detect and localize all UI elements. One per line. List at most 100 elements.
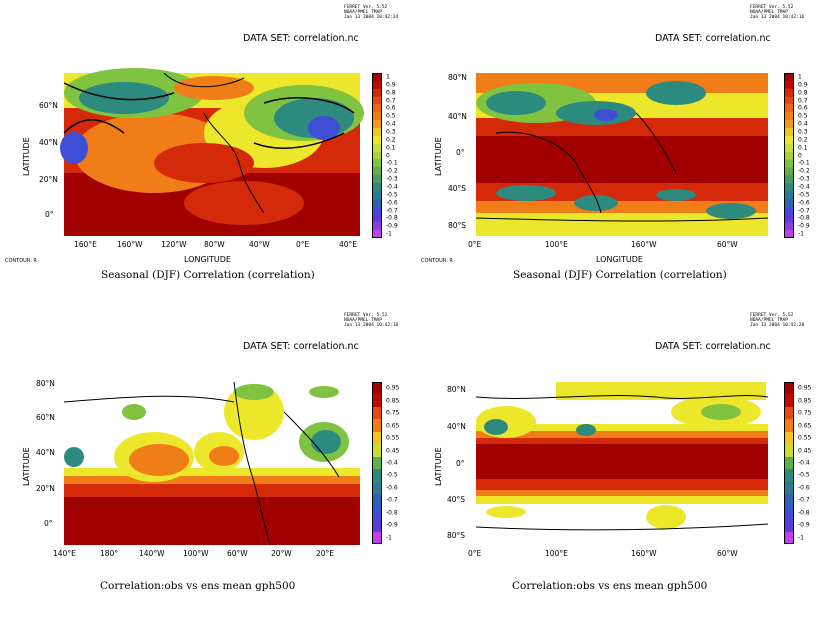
colorbar-label: 0.75	[798, 409, 812, 417]
colorbar-label: -0.1	[798, 159, 810, 167]
colorbar-label: 0.45	[386, 447, 400, 455]
colorbar-swatch	[784, 190, 794, 200]
dataset-label: DATA SET: correlation.nc	[655, 341, 771, 352]
x-tick-label: 0°E	[468, 549, 482, 558]
panel-bottom-left: FERRET Ver. 5.52 NOAA/PMEL TMAP Jan 13 200…	[0, 308, 412, 616]
colorbar-swatch	[784, 88, 794, 98]
colorbar-label: 0.95	[798, 384, 812, 392]
colorbar-swatch	[784, 80, 794, 90]
x-axis-label: LONGITUDE	[596, 255, 643, 264]
colorbar-label: 0.5	[386, 112, 396, 120]
colorbar-label: 0.7	[798, 97, 808, 104]
y-tick-label: 60°N	[36, 413, 55, 422]
colorbar-label: 1	[798, 73, 802, 81]
x-tick-label: 160°W	[631, 549, 657, 558]
dataset-label: DATA SET: correlation.nc	[655, 33, 771, 44]
colorbar-swatch	[784, 104, 794, 113]
y-tick-label: 40°N	[448, 112, 467, 121]
colorbar-swatch	[784, 183, 794, 192]
colorbar-label: 0.6	[386, 104, 396, 112]
colorbar: 1 0.9 0.8 0.7 0.6 0.5 0.4 0.3 0.2 0.1 0 -0.1 -0.2 -0.…	[372, 73, 412, 239]
colorbar-swatch	[372, 135, 382, 145]
colorbar-swatch	[784, 481, 794, 495]
colorbar-label: 0.1	[386, 144, 396, 152]
colorbar-swatch	[372, 222, 382, 231]
colorbar-label: -0.8	[798, 214, 810, 222]
colorbar-swatch	[784, 120, 794, 129]
colorbar-swatch	[372, 151, 382, 160]
colorbar-label: -0.6	[798, 199, 810, 207]
x-tick-label: 20°E	[316, 549, 335, 558]
colorbar-swatch	[372, 419, 382, 433]
colorbar-label: 0.9	[386, 81, 396, 89]
map-plot-3	[63, 381, 360, 545]
colorbar-swatch	[784, 96, 794, 105]
colorbar-label: 0.1	[798, 144, 808, 152]
colorbar-swatch	[784, 214, 794, 223]
colorbar-label: -0.9	[386, 222, 398, 230]
colorbar-swatch	[372, 230, 382, 239]
colorbar-label: -0.4	[798, 459, 810, 467]
y-tick-label: 60°N	[39, 101, 58, 110]
y-axis-label: LATITUDE	[22, 447, 31, 486]
colorbar-swatch	[784, 151, 794, 160]
colorbar-label: 0.6	[798, 104, 808, 112]
x-tick-label: 60°W	[717, 240, 738, 249]
colorbar-swatch	[372, 431, 382, 445]
x-tick-label: 20°W	[271, 549, 292, 558]
y-tick-label: 80°S	[448, 221, 467, 230]
colorbar-swatch	[784, 406, 794, 420]
colorbar-swatch	[784, 206, 794, 215]
y-tick-label: 80°S	[447, 531, 466, 540]
ferret-header: FERRET Ver. 5.52 NOAA/PMEL TMAP Jan 13 200…	[344, 5, 399, 20]
colorbar-label: 1	[386, 73, 390, 81]
colorbar-label: 0.4	[386, 120, 396, 128]
colorbar-label: 0.55	[798, 434, 812, 442]
y-tick-label: 20°N	[39, 175, 58, 184]
colorbar-label: -1	[798, 230, 804, 238]
colorbar-label: -0.5	[386, 191, 398, 199]
colorbar-swatch	[784, 469, 794, 483]
colorbar-swatch	[372, 143, 382, 153]
colorbar-swatch	[784, 494, 794, 508]
colorbar-swatch	[372, 506, 382, 520]
panel-top-right: FERRET Ver. 5.52 NOAA/PMEL TMAP Jan 13 200…	[412, 0, 824, 308]
y-axis-label: LATITUDE	[22, 137, 31, 176]
colorbar-label: -0.3	[386, 175, 398, 183]
y-tick-label: 0°	[456, 148, 465, 157]
colorbar-label: 0.65	[386, 422, 400, 430]
colorbar-label: -0.7	[386, 207, 398, 214]
colorbar-swatch	[784, 506, 794, 520]
colorbar-label: -1	[798, 534, 804, 542]
colorbar-swatch	[784, 531, 794, 545]
colorbar-swatch	[784, 73, 794, 82]
colorbar-label: -0.5	[798, 471, 810, 479]
colorbar-swatch	[372, 190, 382, 200]
colorbar-swatch	[372, 88, 382, 98]
colorbar-label: -0.6	[798, 484, 810, 492]
y-tick-label: 0°	[44, 519, 53, 528]
colorbar-swatch	[372, 214, 382, 223]
colorbar-frame	[784, 73, 794, 238]
colorbar-swatch	[784, 394, 794, 408]
colorbar-label: -0.8	[798, 509, 810, 517]
colorbar-label: 0.4	[798, 120, 808, 128]
colorbar-swatch	[372, 206, 382, 215]
ferret-header: FERRET Ver. 5.52 NOAA/PMEL TMAP Jan 13 200…	[750, 313, 805, 328]
y-tick-label: 40°N	[36, 448, 55, 457]
colorbar: 0.95 0.85 0.75 0.65 0.55 0.45 -0.4 -0.5 -0.6 -0.7…	[372, 382, 412, 545]
colorbar-label: 0.3	[386, 128, 396, 136]
ferret-header: FERRET Ver. 5.52 NOAA/PMEL TMAP Jan 13 200…	[750, 5, 805, 20]
colorbar-label: 0.45	[798, 447, 812, 455]
x-tick-label: 160°E	[74, 240, 97, 249]
colorbar-swatch	[372, 519, 382, 533]
colorbar-label: 0.2	[798, 136, 808, 144]
y-axis-label: LATITUDE	[434, 137, 443, 176]
colorbar-label: -0.4	[386, 183, 398, 191]
x-tick-label: 140°E	[53, 549, 76, 558]
colorbar-swatch	[372, 104, 382, 113]
colorbar-label: -1	[386, 534, 392, 542]
chart-title: Seasonal (DJF) Correlation (correlation)	[101, 269, 315, 281]
x-axis-label: LONGITUDE	[184, 255, 231, 264]
colorbar-swatch	[784, 519, 794, 533]
